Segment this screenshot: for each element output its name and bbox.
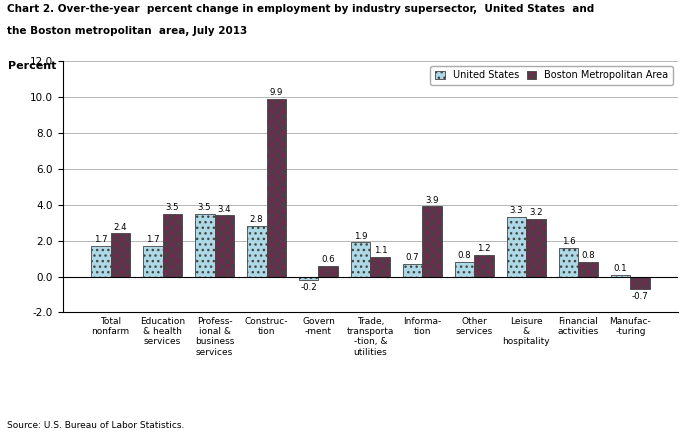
Bar (110, 233, 131, 276)
Bar (475, 255, 494, 276)
Text: 1.7: 1.7 (94, 235, 108, 244)
Text: 1.7: 1.7 (146, 235, 159, 244)
Text: -0.7: -0.7 (632, 292, 649, 301)
Text: 1.1: 1.1 (373, 246, 387, 255)
Text: 1.9: 1.9 (354, 232, 368, 240)
Bar (610, 275, 630, 276)
Text: 0.6: 0.6 (322, 255, 336, 264)
Text: Percent: Percent (8, 61, 56, 71)
Bar (578, 262, 598, 276)
Text: 1.2: 1.2 (477, 244, 491, 253)
Bar (630, 276, 650, 289)
Text: 0.1: 0.1 (614, 264, 627, 273)
Bar (247, 226, 266, 276)
Bar (266, 99, 287, 276)
Text: 3.5: 3.5 (198, 203, 212, 212)
Text: the Boston metropolitan  area, July 2013: the Boston metropolitan area, July 2013 (7, 26, 247, 36)
Text: 2.8: 2.8 (250, 215, 264, 224)
Text: 0.7: 0.7 (405, 253, 419, 262)
Text: 0.8: 0.8 (582, 251, 595, 260)
Text: 2.4: 2.4 (114, 223, 127, 232)
Bar (195, 214, 215, 276)
Bar (298, 276, 319, 280)
Text: 3.9: 3.9 (426, 196, 439, 204)
Bar (403, 264, 422, 276)
Text: 3.5: 3.5 (166, 203, 179, 212)
Bar (163, 214, 182, 276)
Bar (91, 246, 110, 276)
Bar (526, 219, 546, 276)
Text: 1.6: 1.6 (562, 237, 575, 246)
Bar (215, 215, 234, 276)
Text: Source: U.S. Bureau of Labor Statistics.: Source: U.S. Bureau of Labor Statistics. (7, 421, 185, 430)
Legend: United States, Boston Metropolitan Area: United States, Boston Metropolitan Area (431, 66, 673, 85)
Text: -0.2: -0.2 (301, 283, 317, 292)
Bar (319, 266, 338, 276)
Text: Chart 2. Over-the-year  percent change in employment by industry supersector,  U: Chart 2. Over-the-year percent change in… (7, 4, 594, 14)
Text: 0.8: 0.8 (458, 251, 471, 260)
Bar (143, 246, 163, 276)
Text: 3.2: 3.2 (529, 208, 543, 217)
Bar (507, 217, 526, 276)
Bar (559, 248, 578, 276)
Bar (422, 207, 442, 276)
Text: 3.3: 3.3 (510, 207, 524, 215)
Text: 3.4: 3.4 (217, 204, 231, 214)
Bar (370, 257, 390, 276)
Bar (454, 262, 475, 276)
Bar (351, 242, 370, 276)
Text: 9.9: 9.9 (270, 88, 283, 97)
